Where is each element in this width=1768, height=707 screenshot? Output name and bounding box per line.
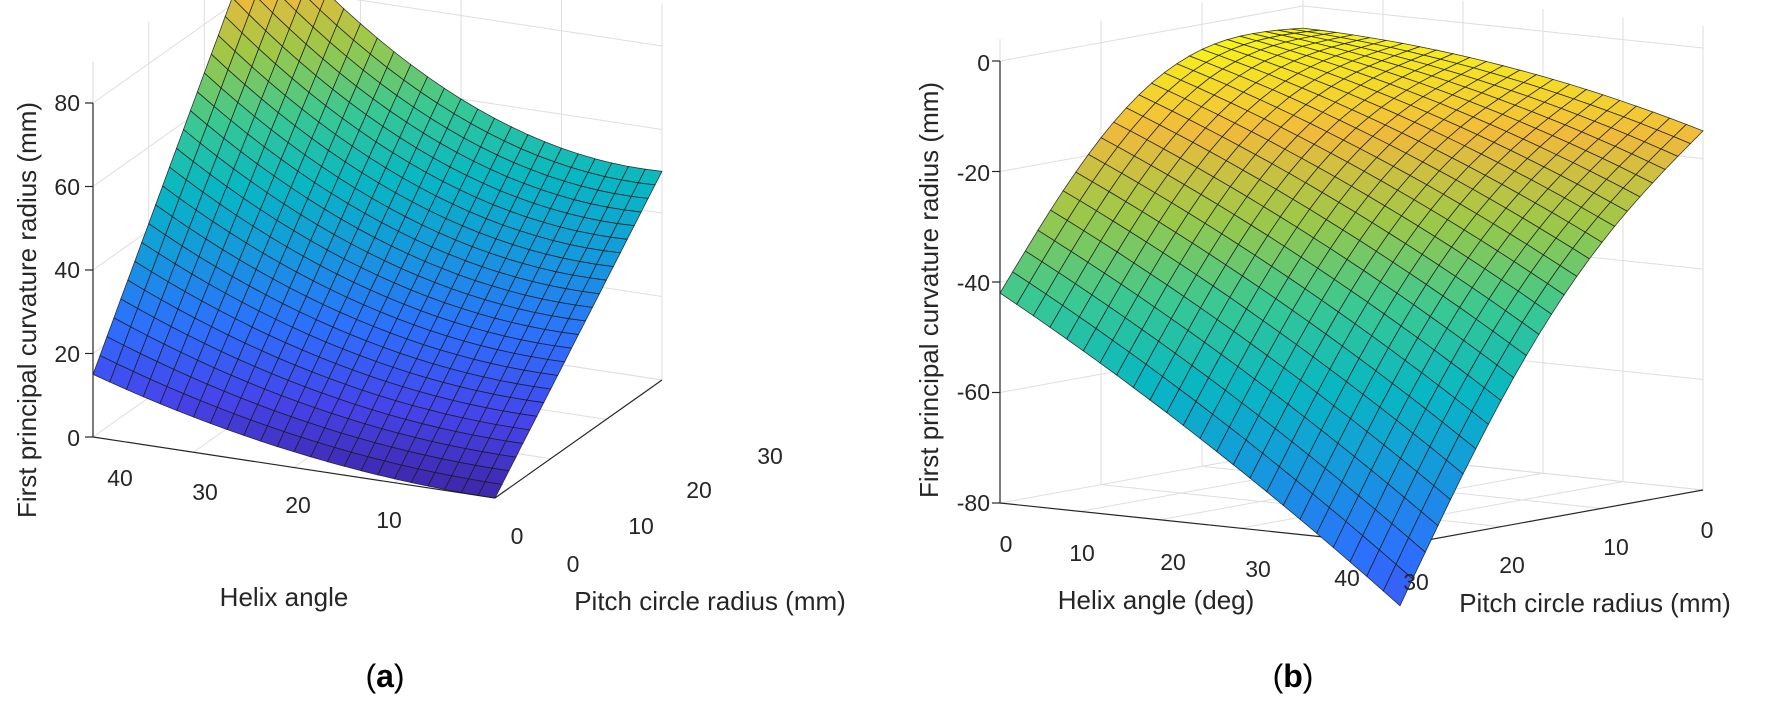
panel-b-x-label: Helix angle (deg) [1058,585,1255,615]
panel-b-z-tick: -40 [957,270,990,296]
panel-b-x-tick: 0 [1000,531,1013,557]
panel-b-y-tick: 30 [1403,569,1429,595]
panel-a-caption-letter: a [376,658,394,694]
panel-b-x-tick: 40 [1334,565,1360,591]
panel-a-x-ticks: 40 30 20 10 0 [107,465,523,549]
panel-b-z-tick: -80 [957,490,990,516]
panel-a-x-tick: 0 [511,523,524,549]
panel-a-y-label: Pitch circle radius (mm) [574,586,846,616]
panel-b-x-tick: 30 [1245,556,1271,582]
panel-a-y-tick: 10 [628,513,654,539]
panel-b-caption-letter: b [1283,658,1303,694]
panel-a-axes [85,102,663,499]
panel-b-z-tick: -60 [957,379,990,405]
panel-b-y-tick: 0 [1701,517,1714,543]
panel-a-z-tick: 40 [54,257,80,283]
panel-b-y-tick: 10 [1603,534,1629,560]
panel-a-caption: (a) [365,658,404,694]
grid-line [1302,5,1704,49]
panel-a-x-tick: 20 [285,492,311,518]
panel-a-x-label: Helix angle [220,582,349,612]
y-axis-line [1399,489,1704,546]
panel-a-x-tick: 30 [192,479,218,505]
panel-a-y-tick: 20 [686,477,712,503]
panel-b-z-tick: -20 [957,160,990,186]
panel-a-z-label: First principal curvature radius (mm) [12,102,42,518]
panel-b-chart: 0 -20 -40 -60 -80 0 10 20 30 40 0 10 20 … [914,0,1731,694]
panel-a-y-ticks: 0 10 20 30 [567,443,783,577]
panel-b-z-label: First principal curvature radius (mm) [914,82,944,498]
panel-a-z-tick: 20 [54,341,80,367]
panel-b-x-ticks: 0 10 20 30 40 [1000,531,1360,591]
panel-a-surface [92,0,663,499]
panel-a-x-tick: 40 [107,465,133,491]
panel-b-x-tick: 20 [1160,549,1186,575]
panel-b-y-tick: 20 [1499,552,1525,578]
panel-b-y-ticks: 0 10 20 30 [1403,517,1713,595]
panel-a-x-tick: 10 [376,507,402,533]
y-axis-line [494,379,663,499]
panel-a-y-tick: 0 [567,551,580,577]
panel-a-y-tick: 30 [757,443,783,469]
x-axis-line [92,436,496,499]
panel-b-surface [999,27,1704,607]
panel-b-z-tick: 0 [977,50,990,76]
surface-cell [477,481,503,499]
panel-a-z-tick: 0 [67,425,80,451]
grid-line [999,5,1304,62]
surface-cell [1382,563,1414,607]
panel-a-chart: 0 20 40 60 80 40 30 20 10 0 0 10 20 30 F… [12,0,846,694]
panel-b-caption: (b) [1273,658,1314,694]
panel-a-z-tick: 80 [54,90,80,116]
panel-a-z-ticks: 0 20 40 60 80 [54,90,80,451]
panel-b-y-label: Pitch circle radius (mm) [1459,588,1731,618]
panel-b-x-tick: 10 [1069,540,1095,566]
panel-a-z-tick: 60 [54,174,80,200]
panel-b-z-ticks: 0 -20 -40 -60 -80 [957,50,990,516]
